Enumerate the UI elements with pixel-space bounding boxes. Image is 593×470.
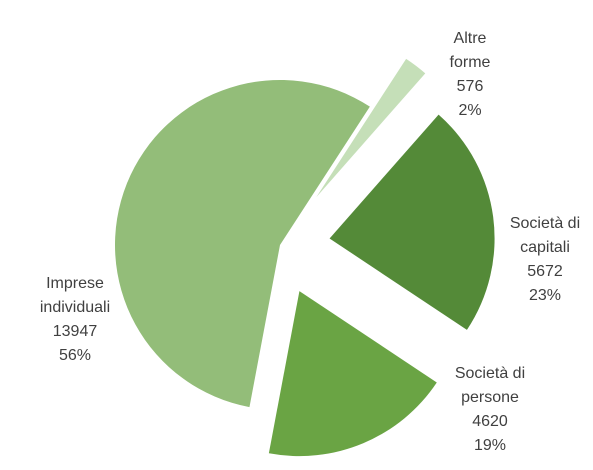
pie-slice	[268, 291, 437, 457]
percent-label: 19%	[473, 437, 507, 454]
value-label: 13947	[52, 323, 98, 340]
category-name: Imprese individuali	[39, 275, 111, 316]
value-label: 5672	[527, 263, 563, 280]
percent-label: 56%	[58, 347, 92, 364]
pie-slice	[316, 58, 426, 198]
percent-label: 2%	[458, 102, 482, 119]
category-name: Società di persone	[454, 365, 526, 406]
percent-label: 23%	[528, 287, 562, 304]
pie-slice	[114, 79, 370, 408]
slice-label: Società di persone 4620 19%	[435, 362, 545, 458]
pie-slice	[329, 114, 495, 330]
category-name: Società di capitali	[509, 215, 581, 256]
slice-label: Imprese individuali 13947 56%	[25, 272, 125, 368]
category-name: Altre forme	[449, 30, 491, 71]
value-label: 4620	[472, 413, 508, 430]
slice-label: Società di capitali 5672 23%	[490, 212, 593, 308]
slice-label: Altre forme 576 2%	[435, 27, 505, 123]
value-label: 576	[456, 78, 484, 95]
